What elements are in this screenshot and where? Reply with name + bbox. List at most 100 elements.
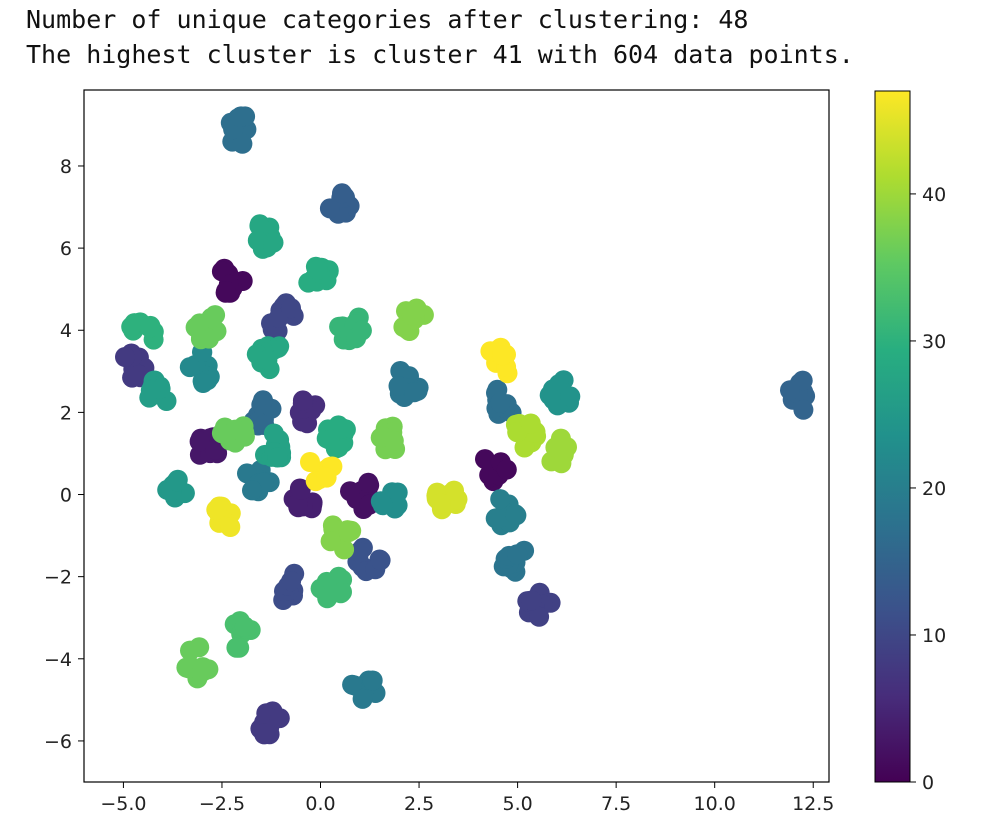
cluster-24 [539, 370, 581, 416]
data-point [292, 390, 313, 411]
data-point [520, 413, 541, 434]
x-tick-label: 5.0 [502, 793, 532, 815]
data-point [263, 232, 284, 253]
data-point [332, 183, 352, 204]
colorbar-tick-label: 0 [922, 772, 934, 794]
cluster-15 [486, 379, 522, 424]
cluster-22 [179, 342, 220, 393]
data-point [351, 320, 372, 341]
data-point [189, 431, 210, 452]
x-tick-label: 2.5 [404, 793, 434, 815]
data-point [444, 480, 464, 501]
data-point [269, 708, 290, 729]
data-point [475, 449, 495, 470]
data-point [290, 479, 311, 500]
cluster-16 [485, 489, 527, 536]
colorbar-tick-label: 30 [922, 331, 946, 353]
data-point [793, 399, 814, 420]
cluster-28 [157, 469, 195, 508]
cluster-27 [255, 423, 292, 468]
data-point [780, 380, 800, 401]
data-point [338, 522, 359, 543]
data-point [370, 550, 391, 571]
cluster-46 [206, 496, 241, 537]
data-point [115, 347, 135, 367]
cluster-1 [189, 427, 228, 465]
data-point [300, 452, 320, 472]
data-point [404, 382, 425, 403]
cluster-30 [121, 312, 164, 350]
cell-output: Number of unique categories after cluste… [26, 2, 854, 72]
data-point [349, 541, 370, 562]
colorbar-tick-label: 40 [922, 184, 946, 206]
cluster-39 [370, 416, 406, 460]
data-point [249, 215, 270, 236]
cluster-47 [480, 337, 518, 384]
data-point [166, 471, 187, 492]
data-point [192, 657, 213, 678]
cluster-45 [300, 452, 343, 492]
data-point [193, 373, 214, 393]
cluster-21 [237, 460, 280, 502]
data-point [242, 480, 262, 501]
data-point [232, 133, 253, 154]
data-point [281, 571, 302, 592]
y-tick-label: 4 [60, 320, 72, 342]
data-point [211, 423, 232, 444]
cluster-2 [289, 390, 326, 434]
cluster-5 [475, 449, 517, 492]
y-axis: 8 6 4 2 0 −2 −4 −6 [44, 156, 84, 753]
cluster-37 [211, 416, 255, 453]
x-tick-label: −2.5 [199, 793, 245, 815]
data-point [316, 467, 337, 488]
cluster-9 [250, 701, 290, 745]
cluster-35 [224, 611, 261, 658]
x-tick-label: −5.0 [100, 793, 146, 815]
x-tick-label: 0.0 [305, 793, 335, 815]
output-line-unique-categories: Number of unique categories after cluste… [26, 5, 749, 34]
data-point [340, 481, 360, 502]
data-point [492, 345, 513, 366]
data-point [201, 307, 222, 328]
data-point [124, 313, 145, 334]
cluster-42 [505, 413, 547, 458]
y-tick-label: 0 [60, 485, 72, 507]
data-point [505, 504, 526, 525]
data-point [140, 380, 161, 401]
data-point [267, 447, 288, 468]
cluster-12 [780, 370, 816, 420]
cluster-3 [283, 478, 323, 519]
data-point [485, 508, 506, 529]
x-tick-label: 7.5 [601, 793, 631, 815]
data-point [352, 688, 373, 709]
data-point [319, 429, 340, 450]
data-point [496, 459, 517, 480]
data-point [139, 317, 160, 338]
cluster-40 [393, 298, 434, 341]
y-tick-label: 6 [60, 238, 72, 260]
data-point [514, 437, 535, 458]
cluster-20 [493, 540, 535, 582]
cluster-33 [329, 307, 372, 351]
colorbar [874, 90, 911, 783]
cluster-26 [246, 336, 290, 380]
data-point [372, 495, 393, 516]
cluster-19 [342, 670, 386, 709]
colorbar-axis: 0 10 20 30 40 [910, 184, 946, 794]
data-point [257, 350, 278, 370]
data-point [179, 357, 200, 378]
cluster-36 [176, 637, 219, 689]
cluster-38 [320, 515, 362, 560]
cluster-11 [220, 106, 257, 154]
cluster-41 [185, 305, 227, 350]
cluster-13 [347, 537, 391, 582]
cluster-6 [261, 293, 304, 341]
data-point [247, 230, 268, 251]
data-point [388, 376, 409, 396]
data-point [206, 499, 227, 520]
data-point [383, 430, 404, 451]
cluster-32 [247, 214, 284, 259]
x-axis: −5.0 −2.5 0.0 2.5 5.0 7.5 10.0 12.5 [100, 782, 834, 815]
scatter-points [115, 106, 816, 745]
